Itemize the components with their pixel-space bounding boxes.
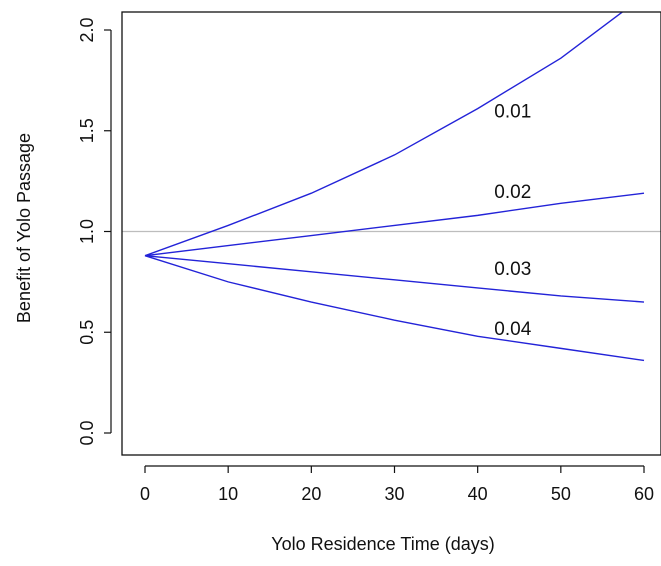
x-tick-label: 20 [301, 484, 321, 504]
x-tick-label: 40 [468, 484, 488, 504]
x-tick-label: 30 [384, 484, 404, 504]
y-tick-label: 1.0 [77, 219, 97, 244]
series-label-1: 0.01 [494, 102, 531, 123]
series-line-3 [144, 254, 645, 303]
series-line-1 [144, 12, 624, 257]
y-tick-label: 0.0 [77, 420, 97, 445]
series-line-2 [144, 192, 645, 257]
series-label-2: 0.02 [494, 182, 531, 203]
y-axis: 0.0 0.5 1.0 1.5 2.0 [77, 17, 112, 446]
x-tick-label: 50 [551, 484, 571, 504]
y-tick-label: 2.0 [77, 17, 97, 42]
x-axis-title: Yolo Residence Time (days) [271, 534, 494, 554]
y-tick-label: 0.5 [77, 320, 97, 345]
series-labels-layer: 0.01 0.02 0.03 0.04 [494, 102, 531, 341]
series-line-4 [144, 255, 645, 362]
y-axis-title: Benefit of Yolo Passage [14, 133, 34, 323]
x-tick-label: 10 [218, 484, 238, 504]
y-tick-label: 1.5 [77, 118, 97, 143]
series-lines-layer [144, 12, 645, 362]
series-label-4: 0.04 [494, 319, 531, 340]
x-tick-label: 60 [634, 484, 654, 504]
plot-frame [121, 11, 661, 456]
x-axis: 0 10 20 30 40 50 60 [140, 465, 654, 504]
series-label-3: 0.03 [494, 259, 531, 280]
x-tick-label: 0 [140, 484, 150, 504]
